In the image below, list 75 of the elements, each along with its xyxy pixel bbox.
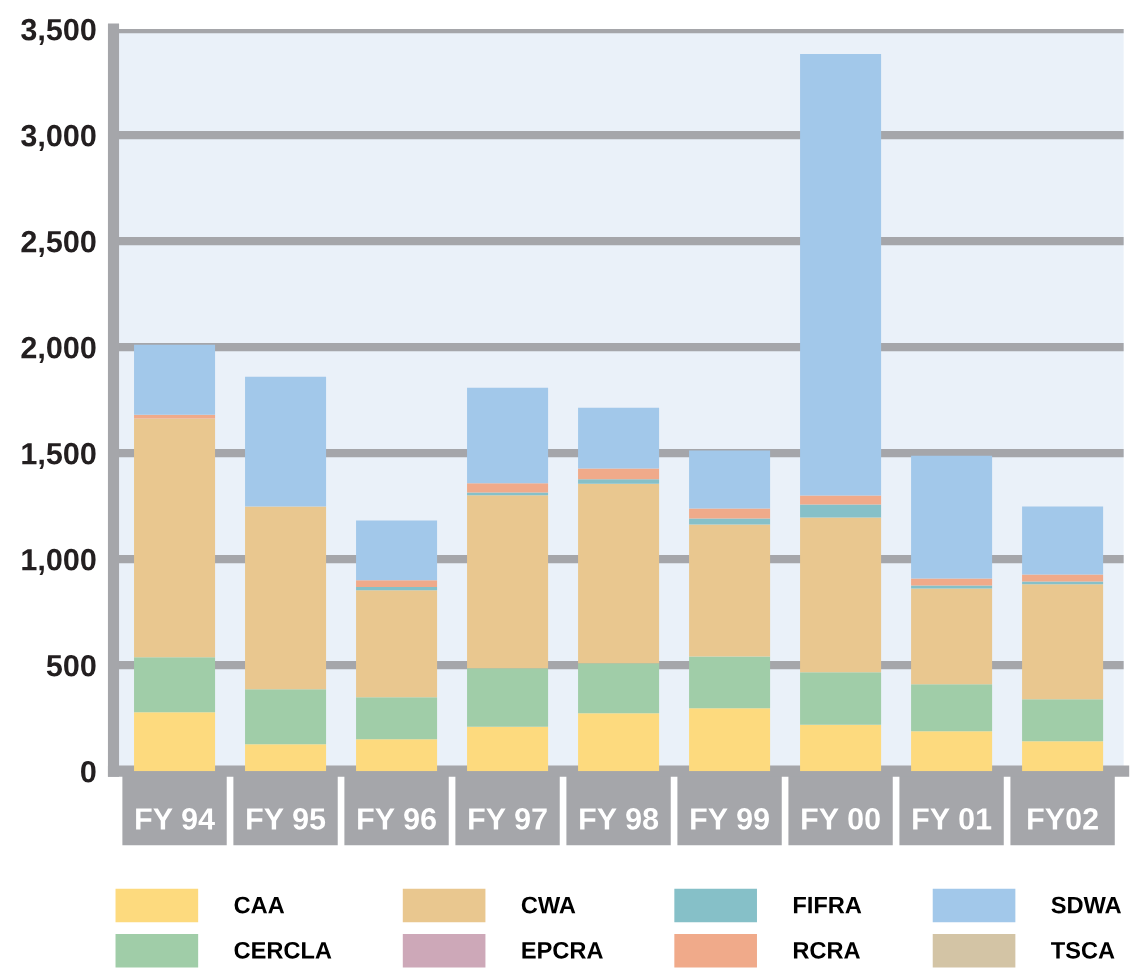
bar [245,689,327,745]
x-tick-label: FY 95 [247,808,326,830]
y-tick-label: 2,500 [21,230,96,257]
bar [134,344,216,415]
bar [1022,581,1104,585]
bar [356,590,438,698]
bar [134,418,216,658]
y-tick-label: 1,000 [22,548,96,575]
bar [578,468,660,480]
bar [689,524,771,657]
legend-label: CWA [521,896,576,914]
bar [356,587,438,591]
x-tick-label: FY 00 [802,808,880,830]
x-tick-label: FY 99 [691,808,769,830]
bar [578,663,660,714]
bar [356,580,438,588]
bar [689,656,771,709]
x-tick-label: FY 01 [913,808,992,830]
y-tick-label: 1,500 [22,442,96,469]
legend-label: RCRA [793,941,860,959]
bar [134,657,216,713]
bar [911,585,993,589]
bar [911,455,993,579]
bar [911,578,993,586]
legend-label: EPCRA [522,941,603,959]
y-tick-label: 3,000 [21,124,96,151]
bar [578,479,660,484]
x-tick-label: FY 97 [469,808,547,830]
y-tick-label: 500 [46,654,96,677]
bar [134,414,216,419]
bar [689,708,771,772]
bar [689,518,771,525]
bar [800,724,882,772]
y-tick-label: 3,500 [21,18,96,45]
bar [800,672,882,725]
legend-label: TSCA [1051,941,1115,959]
bar [800,54,882,496]
bar [1022,584,1104,700]
bar [134,712,216,772]
legend-label: FIFRA [793,896,862,914]
y-tick-label: 2,000 [21,336,96,363]
bar [356,739,438,772]
bar [578,483,660,664]
bar [245,506,327,690]
bar [467,495,549,669]
bar [245,744,327,772]
bar [245,376,327,507]
bar [1022,699,1104,742]
bar [911,731,993,772]
bar [467,726,549,772]
bar [911,588,993,685]
bar [356,520,438,581]
bar [1022,741,1104,772]
bar [689,450,771,509]
x-tick-label: FY02 [1028,808,1098,830]
bar [578,407,660,469]
bar [1022,574,1104,582]
bar [578,713,660,772]
bar [800,495,882,505]
bar [1022,506,1104,575]
legend-label: CERCLA [234,941,332,959]
x-tick-label: FY 96 [358,808,436,830]
bar [911,684,993,732]
bar [467,483,549,493]
bar [467,387,549,484]
legend-label: CAA [234,896,285,914]
bar [800,517,882,673]
bar [800,504,882,518]
x-tick-label: FY 94 [136,808,215,830]
legend-label: SDWA [1051,896,1121,914]
bar [467,668,549,727]
bar [689,508,771,519]
x-tick-label: FY 98 [580,808,659,830]
bar [356,697,438,740]
y-tick-label: 0 [81,760,96,783]
